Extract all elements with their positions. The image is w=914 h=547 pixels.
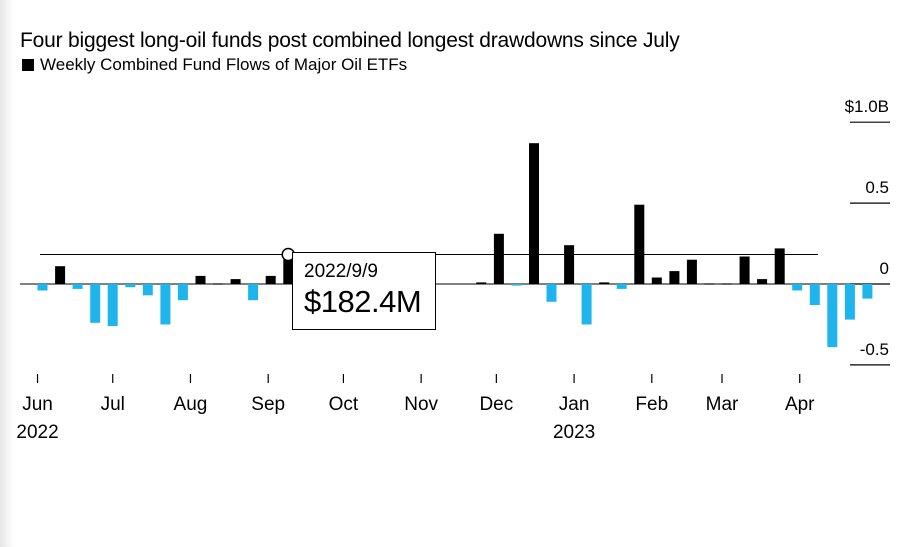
bar [651,277,662,284]
bar [142,284,153,296]
bar [792,284,803,291]
bar [476,282,487,284]
bar [757,279,768,284]
bar [248,284,259,301]
bar [265,275,276,284]
bar [862,284,873,299]
bar [283,254,294,284]
bar [177,284,188,301]
x-tick-label: Feb [635,394,668,415]
y-tick-label: -0.5 [860,340,889,359]
x-tick-label: Oct [329,394,359,415]
bar [90,284,101,323]
bar [686,259,697,284]
bar [160,284,171,325]
bar [827,284,838,348]
bar [599,282,610,284]
bar [55,266,66,284]
y-tick-label: 0 [880,259,889,278]
x-tick-label: Dec [479,394,513,415]
bar [72,284,83,289]
bar [669,271,680,284]
bar [844,284,855,320]
legend-label: Weekly Combined Fund Flows of Major Oil … [40,55,408,74]
bar [107,284,118,327]
bar [564,245,575,284]
bar [195,275,206,284]
bar [616,284,627,289]
bar [704,283,715,285]
bar [634,204,645,284]
x-tick-label: Apr [785,394,815,415]
legend-swatch [22,59,34,71]
bar [529,143,539,284]
x-tick-label: Jan [559,394,590,415]
tooltip-date: 2022/9/9 [304,261,378,282]
bar [546,284,557,302]
bar [125,284,136,288]
edge-shade [0,0,14,547]
bar [722,283,732,285]
bar [774,248,785,284]
x-tick-label: Aug [174,394,208,415]
bar [739,256,750,284]
x-tick-label: Sep [251,394,285,415]
chart-title: Four biggest long-oil funds post combine… [20,29,680,52]
bar [37,284,48,291]
bar [809,284,820,305]
x-tick-label: Mar [706,394,739,415]
bar [213,283,223,285]
bar [230,279,241,284]
tooltip-value: $182.4M [304,284,422,319]
x-tick-year: 2023 [553,422,595,443]
x-tick-label: Jul [101,394,125,415]
x-tick-year: 2022 [16,422,58,443]
y-tick-label: 0.5 [865,178,889,197]
bar [493,233,504,284]
x-tick-label: Jun [22,394,53,415]
legend: Weekly Combined Fund Flows of Major Oil … [22,55,407,75]
x-tick-label: Nov [404,394,438,415]
y-tick-label: $1.0B [845,97,889,116]
bar [511,284,522,286]
tooltip: 2022/9/9 $182.4M [292,252,436,330]
bar [581,284,592,325]
